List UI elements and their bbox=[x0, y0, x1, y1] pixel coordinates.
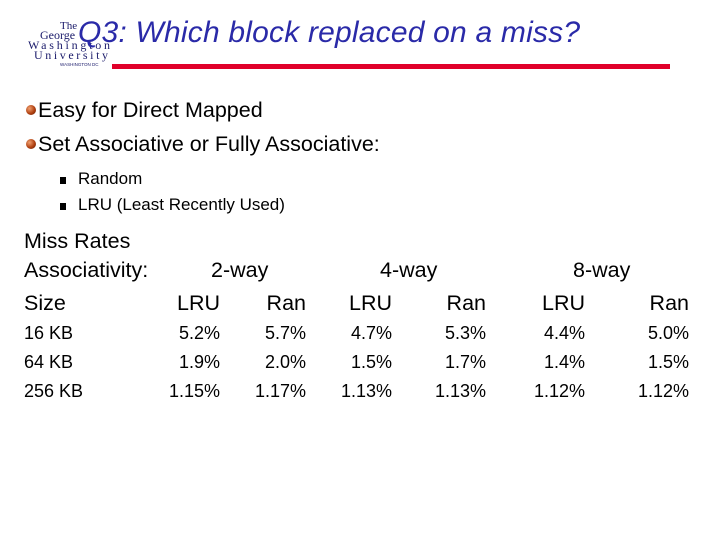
column-header: LRU bbox=[541, 291, 585, 315]
university-logo: The George Washington University WASHING… bbox=[26, 18, 112, 68]
table-cell: 5.2% bbox=[178, 323, 220, 343]
table-cell: 1.9% bbox=[178, 352, 220, 372]
way-header-8: 8-way bbox=[573, 258, 631, 282]
row-size: 16 KB bbox=[24, 323, 74, 343]
svg-text:University: University bbox=[34, 48, 108, 62]
table-cell: 1.15% bbox=[168, 381, 220, 401]
svg-text:WASHINGTON DC: WASHINGTON DC bbox=[60, 62, 99, 67]
table-cell: 5.0% bbox=[647, 323, 689, 343]
title-underline bbox=[112, 64, 670, 69]
university-logo-image: The George Washington University WASHING… bbox=[28, 20, 110, 67]
ball-bullet-icon bbox=[26, 139, 36, 149]
table-cell: 5.3% bbox=[444, 323, 486, 343]
slide-title: Q3: Which block replaced on a miss? bbox=[78, 16, 581, 49]
svg-text:George: George bbox=[40, 28, 75, 42]
bullet-text: Set Associative or Fully Associative: bbox=[38, 132, 380, 156]
svg-text:The: The bbox=[60, 20, 77, 32]
bullet-text: Easy for Direct Mapped bbox=[38, 98, 263, 122]
sub-bullet-text: LRU (Least Recently Used) bbox=[78, 195, 285, 214]
row-size: 256 KB bbox=[24, 381, 84, 401]
way-header-2: 2-way bbox=[211, 258, 269, 282]
column-header: Ran bbox=[649, 291, 689, 315]
row-size: 64 KB bbox=[24, 352, 74, 372]
table-cell: 4.4% bbox=[543, 323, 585, 343]
column-header: LRU bbox=[176, 291, 220, 315]
table-cell: 1.17% bbox=[254, 381, 306, 401]
table-cell: 1.12% bbox=[533, 381, 585, 401]
miss-rates-heading: Miss Rates bbox=[24, 229, 131, 253]
table-cell: 1.12% bbox=[637, 381, 689, 401]
square-bullet-icon bbox=[60, 203, 66, 210]
column-header: LRU bbox=[348, 291, 392, 315]
square-bullet-icon bbox=[60, 177, 66, 184]
table-cell: 1.7% bbox=[444, 352, 486, 372]
table-cell: 2.0% bbox=[264, 352, 306, 372]
table-cell: 1.5% bbox=[350, 352, 392, 372]
way-header-4: 4-way bbox=[380, 258, 438, 282]
column-header: Ran bbox=[446, 291, 486, 315]
sub-bullet-text: Random bbox=[78, 169, 143, 188]
table-cell: 1.4% bbox=[543, 352, 585, 372]
table-cell: 1.13% bbox=[434, 381, 486, 401]
table-cell: 5.7% bbox=[264, 323, 306, 343]
column-header-size: Size bbox=[24, 291, 66, 315]
table-cell: 4.7% bbox=[350, 323, 392, 343]
ball-bullet-icon bbox=[26, 105, 36, 115]
column-header: Ran bbox=[266, 291, 306, 315]
associativity-label: Associativity: bbox=[24, 258, 149, 282]
table-cell: 1.5% bbox=[647, 352, 689, 372]
table-cell: 1.13% bbox=[340, 381, 392, 401]
